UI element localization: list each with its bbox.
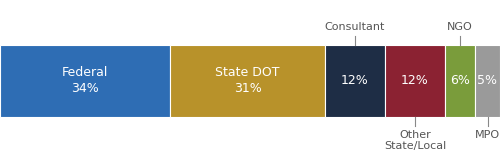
Bar [385, 45, 445, 117]
Text: State DOT
31%: State DOT 31% [215, 66, 280, 96]
Text: Consultant: Consultant [325, 22, 385, 32]
Bar [445, 45, 475, 117]
Text: MPO: MPO [475, 130, 500, 140]
Text: Other
State/Local: Other State/Local [384, 130, 446, 151]
Text: Federal
34%: Federal 34% [62, 66, 108, 96]
Text: 6%: 6% [450, 75, 470, 87]
Bar [475, 45, 500, 117]
Text: 12%: 12% [401, 75, 429, 87]
Text: 12%: 12% [341, 75, 369, 87]
Text: 5%: 5% [478, 75, 498, 87]
Bar [170, 45, 325, 117]
Bar [325, 45, 385, 117]
Text: NGO: NGO [447, 22, 473, 32]
Bar [0, 45, 170, 117]
